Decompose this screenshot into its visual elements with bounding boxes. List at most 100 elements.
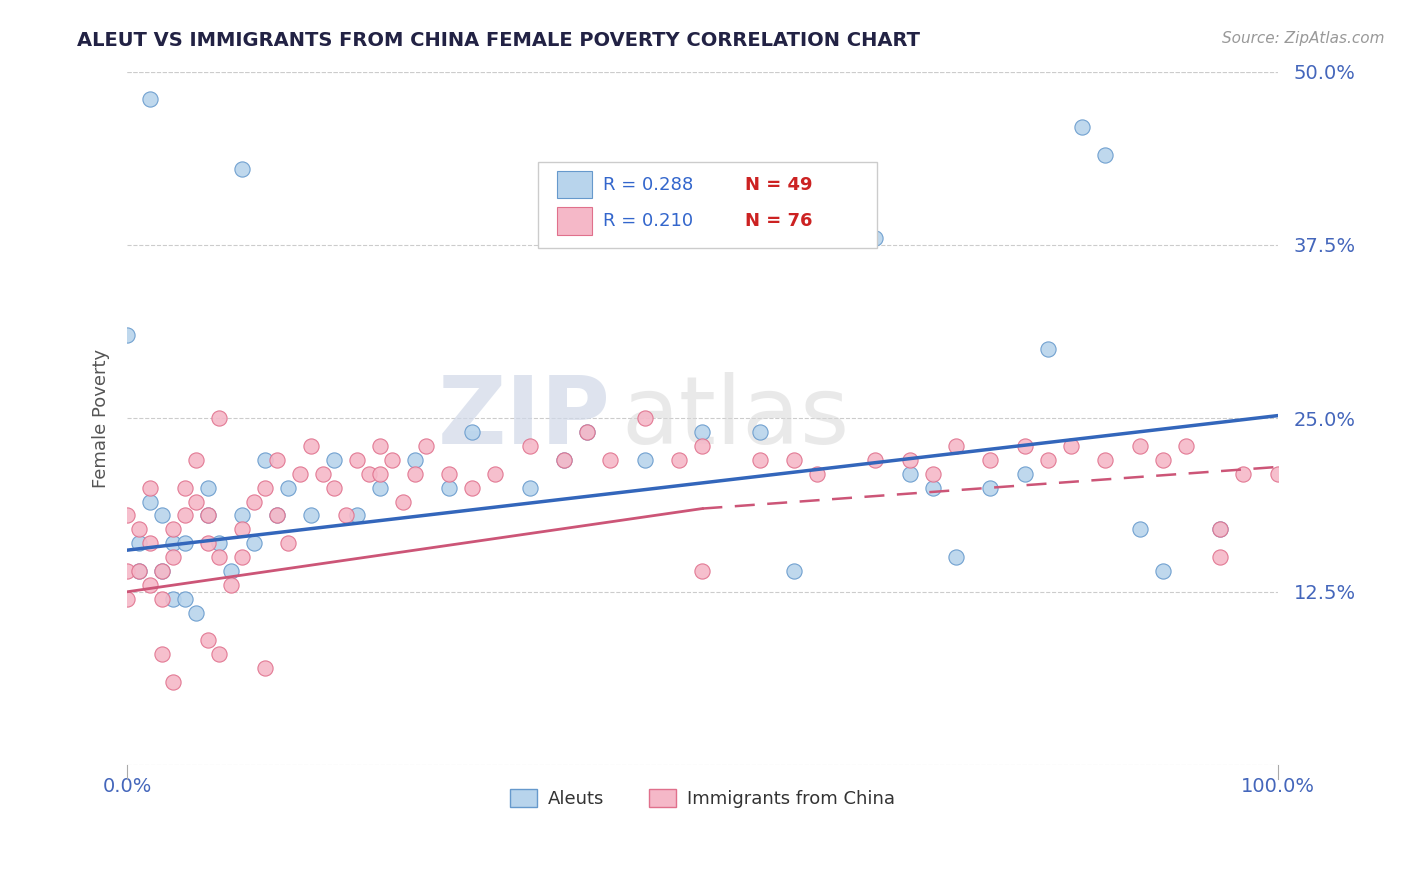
Bar [557, 170, 592, 199]
Point [115, 508, 138, 523]
Point [266, 508, 288, 523]
Point [139, 92, 162, 106]
Text: ZIP: ZIP [437, 372, 610, 465]
Legend: Aleuts, Immigrants from China: Aleuts, Immigrants from China [502, 781, 903, 815]
Point [219, 564, 242, 578]
Point [368, 439, 391, 453]
Point [323, 453, 346, 467]
Point [150, 564, 173, 578]
Point [1209, 550, 1232, 565]
Point [576, 425, 599, 440]
Point [115, 564, 138, 578]
Point [404, 467, 426, 481]
FancyBboxPatch shape [538, 161, 877, 249]
Point [197, 508, 219, 523]
Point [128, 522, 150, 536]
Point [1014, 439, 1036, 453]
Text: ALEUT VS IMMIGRANTS FROM CHINA FEMALE POVERTY CORRELATION CHART: ALEUT VS IMMIGRANTS FROM CHINA FEMALE PO… [77, 31, 921, 50]
Point [150, 591, 173, 606]
Point [162, 522, 184, 536]
Point [1036, 342, 1059, 356]
Point [219, 578, 242, 592]
Point [197, 633, 219, 648]
Point [208, 536, 231, 550]
Text: Source: ZipAtlas.com: Source: ZipAtlas.com [1222, 31, 1385, 46]
Point [404, 453, 426, 467]
Point [311, 467, 333, 481]
Point [484, 467, 506, 481]
Point [553, 453, 575, 467]
Point [231, 550, 253, 565]
Point [299, 439, 322, 453]
Point [599, 453, 621, 467]
Point [898, 453, 921, 467]
Point [184, 606, 207, 620]
Point [979, 453, 1001, 467]
Point [139, 578, 162, 592]
Point [197, 508, 219, 523]
Point [139, 536, 162, 550]
Point [277, 536, 299, 550]
Y-axis label: Female Poverty: Female Poverty [93, 349, 110, 488]
Point [128, 536, 150, 550]
Point [553, 453, 575, 467]
Point [381, 453, 404, 467]
Point [437, 467, 460, 481]
Point [692, 439, 714, 453]
Point [277, 481, 299, 495]
Point [335, 508, 357, 523]
Point [806, 467, 828, 481]
Point [231, 522, 253, 536]
Point [1094, 453, 1116, 467]
Point [634, 453, 657, 467]
Point [173, 536, 195, 550]
Text: R = 0.288: R = 0.288 [603, 176, 693, 194]
Point [1267, 467, 1289, 481]
Point [254, 481, 277, 495]
Point [173, 591, 195, 606]
Point [184, 494, 207, 508]
Point [162, 675, 184, 690]
Point [162, 536, 184, 550]
Point [1209, 522, 1232, 536]
Point [1094, 148, 1116, 162]
Point [346, 508, 368, 523]
Point [748, 453, 770, 467]
Point [1129, 522, 1152, 536]
Point [783, 564, 806, 578]
Point [921, 467, 943, 481]
Point [1152, 564, 1174, 578]
Point [299, 508, 322, 523]
Point [806, 203, 828, 218]
Bar [557, 207, 592, 235]
Point [128, 564, 150, 578]
Point [1174, 439, 1197, 453]
Point [184, 453, 207, 467]
Point [115, 328, 138, 343]
Point [461, 425, 484, 440]
Point [634, 411, 657, 425]
Point [231, 161, 253, 176]
Point [197, 536, 219, 550]
Point [115, 591, 138, 606]
Text: R = 0.210: R = 0.210 [603, 211, 693, 230]
Point [346, 453, 368, 467]
Text: atlas: atlas [621, 372, 851, 465]
Point [242, 536, 264, 550]
Point [863, 231, 886, 245]
Point [1152, 453, 1174, 467]
Point [945, 439, 967, 453]
Point [863, 453, 886, 467]
Point [945, 550, 967, 565]
Point [254, 661, 277, 675]
Point [519, 439, 541, 453]
Point [668, 453, 690, 467]
Point [266, 453, 288, 467]
Point [231, 508, 253, 523]
Text: N = 76: N = 76 [745, 211, 813, 230]
Point [173, 508, 195, 523]
Point [692, 425, 714, 440]
Point [162, 550, 184, 565]
Point [898, 467, 921, 481]
Point [979, 481, 1001, 495]
